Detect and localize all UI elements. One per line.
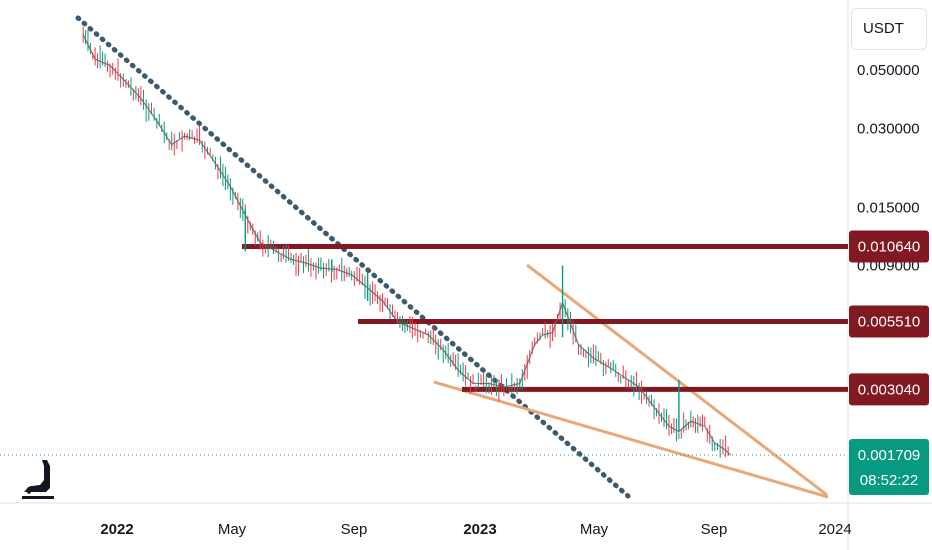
current-price-label: 0.001709 <box>858 447 921 464</box>
level-price-label: 0.003040 <box>858 381 921 398</box>
price-tick-label: 0.050000 <box>857 62 920 79</box>
time-tick-label: 2024 <box>818 521 851 538</box>
price-tick-label: 0.015000 <box>857 199 920 216</box>
price-tick-label: 0.030000 <box>857 120 920 137</box>
wedge-lower-line[interactable] <box>433 380 829 499</box>
time-tick-label: Sep <box>701 521 728 538</box>
time-tick-label: 2022 <box>100 521 133 538</box>
level-price-tag <box>849 230 929 263</box>
dotted-downtrend-line[interactable] <box>75 15 631 499</box>
countdown-label: 08:52:22 <box>860 472 918 489</box>
price-line <box>82 34 732 456</box>
level-price-tag <box>849 373 929 406</box>
level-price-tag <box>849 305 929 338</box>
price-tags: 0.010640 0.005510 0.003040 0.001709 08:52:22 <box>849 230 929 495</box>
time-tick-label: May <box>218 521 247 538</box>
horizontal-levels <box>242 243 848 392</box>
price-series <box>82 26 732 458</box>
level-price-label: 0.005510 <box>858 314 921 331</box>
dinosaur-logo-icon <box>22 460 54 499</box>
time-axis[interactable]: 2022 May Sep 2023 May Sep 2024 <box>100 521 851 538</box>
time-tick-label: Sep <box>341 521 368 538</box>
wedge-upper-line[interactable] <box>526 263 828 497</box>
current-price-tag <box>849 439 929 495</box>
currency-button[interactable]: USDT <box>851 8 927 50</box>
time-tick-label: May <box>580 521 609 538</box>
time-tick-label: 2023 <box>463 521 496 538</box>
level-price-label: 0.010640 <box>858 238 921 255</box>
